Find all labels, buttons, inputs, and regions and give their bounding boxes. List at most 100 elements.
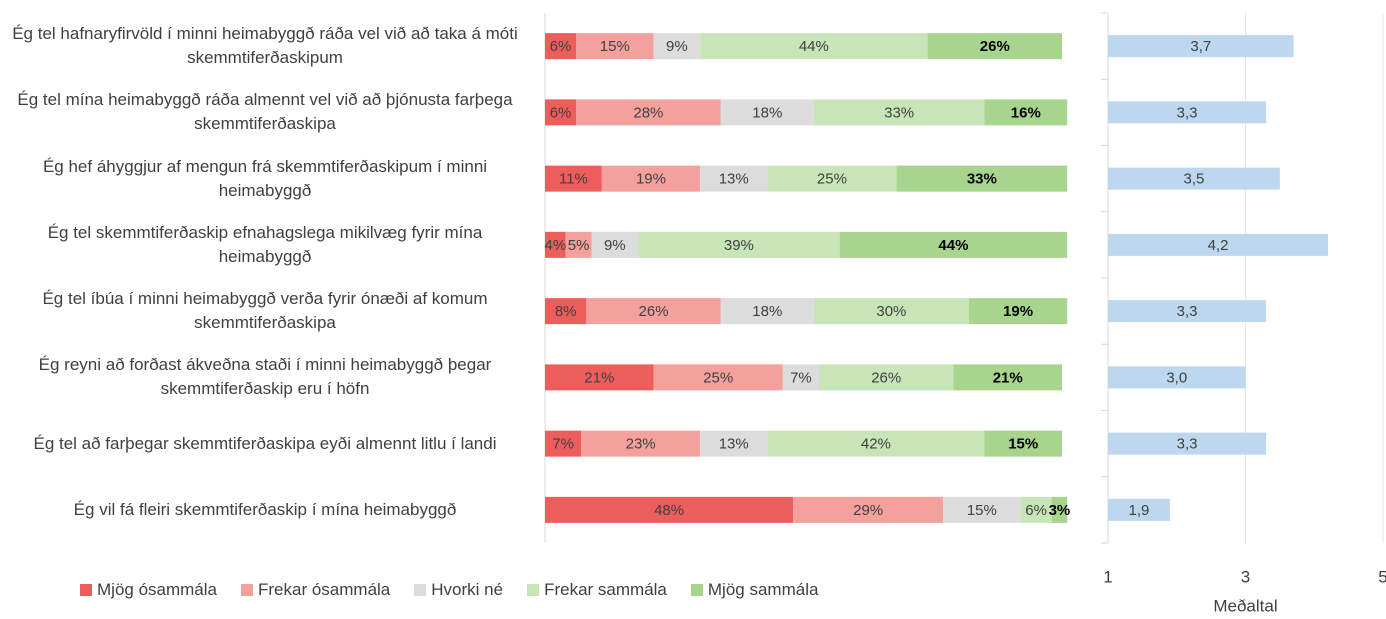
data-label: 26%: [980, 38, 1010, 55]
bar-segment: [839, 231, 1068, 258]
data-label: 6%: [550, 38, 572, 55]
bar-segment: [782, 364, 820, 391]
legend-swatch: [80, 584, 92, 596]
bar-segment: [1051, 496, 1068, 523]
data-label: 3,0: [1166, 369, 1187, 386]
bar-segment: [545, 430, 582, 457]
data-label: 16%: [1011, 104, 1041, 121]
data-label: 33%: [884, 104, 914, 121]
legend-label: Frekar ósammála: [258, 580, 391, 599]
category-label: Ég vil fá fleiri skemmtiferðaskip í mína…: [73, 499, 457, 519]
bar-segment: [984, 99, 1068, 126]
data-label: 7%: [552, 436, 574, 453]
data-label: 15%: [600, 38, 630, 55]
data-label: 13%: [719, 436, 749, 453]
data-label: 19%: [1003, 303, 1033, 320]
bar-segment: [545, 165, 602, 192]
category-label: Ég hef áhyggjur af mengun frá skemmtifer…: [42, 156, 488, 200]
data-label: 25%: [817, 171, 847, 188]
legend: Mjög ósammála Frekar ósammála Hvorki né Fre…: [80, 580, 818, 600]
data-label: 5%: [568, 237, 590, 254]
legend-label: Hvorki né: [431, 580, 504, 599]
data-label: 30%: [876, 303, 906, 320]
bar-segment: [545, 33, 577, 60]
data-label: 23%: [626, 436, 656, 453]
data-label: 11%: [559, 171, 588, 188]
bar-segment: [545, 231, 566, 258]
category-label: Ég reyni að forðast ákveðna staði í minn…: [38, 355, 492, 399]
legend-label: Mjög ósammála: [97, 580, 217, 599]
bar-segment: [968, 298, 1068, 325]
data-label: 18%: [752, 104, 782, 121]
data-label: 3,3: [1177, 104, 1198, 121]
data-label: 3,5: [1184, 171, 1205, 188]
data-label: 26%: [871, 369, 901, 386]
x-axis-title: Meðaltal: [1213, 596, 1277, 615]
bar-segment: [638, 231, 840, 258]
bar-segment: [653, 33, 701, 60]
data-label: 7%: [790, 369, 812, 386]
bar-segment: [591, 231, 639, 258]
data-label: 3,7: [1190, 38, 1211, 55]
bar: [1108, 101, 1267, 124]
data-label: 3,3: [1177, 303, 1198, 320]
bar-segment: [576, 33, 654, 60]
legend-item: Hvorki né: [414, 580, 503, 600]
data-label: 3,3: [1177, 436, 1198, 453]
legend-label: Frekar sammála: [544, 580, 667, 599]
bar-segment: [545, 298, 587, 325]
data-label: 15%: [967, 502, 997, 519]
data-label: 42%: [861, 436, 891, 453]
legend-item: Mjög ósammála: [80, 580, 217, 600]
data-label: 21%: [993, 369, 1023, 386]
bar-segment: [720, 298, 814, 325]
bar-segment: [793, 496, 944, 523]
bar: [1108, 233, 1328, 256]
bar-segment: [720, 99, 814, 126]
bar-segment: [581, 430, 701, 457]
data-label: 33%: [967, 171, 997, 188]
bar-segment: [819, 364, 954, 391]
data-label: 15%: [1008, 436, 1038, 453]
bar-segment: [586, 298, 721, 325]
data-label: 28%: [633, 104, 663, 121]
bar-segment: [545, 496, 794, 523]
data-label: 25%: [703, 369, 733, 386]
legend-swatch: [241, 584, 253, 596]
legend-swatch: [414, 584, 427, 596]
category-label: Ég tel hafnaryfirvöld í minni heimabyggð…: [12, 24, 518, 68]
legend-item: Frekar ósammála: [241, 580, 390, 600]
bar-segment: [943, 496, 1021, 523]
bar: [1108, 300, 1267, 323]
bar-segment: [953, 364, 1062, 391]
data-label: 9%: [666, 38, 688, 55]
bar: [1108, 498, 1170, 521]
x-tick-label: 1: [1103, 567, 1112, 586]
data-label: 13%: [719, 171, 749, 188]
data-label: 26%: [639, 303, 669, 320]
bar-segment: [984, 430, 1062, 457]
data-label: 4%: [544, 237, 566, 254]
x-tick-label: 5: [1378, 567, 1386, 586]
bar: [1108, 167, 1280, 190]
data-label: 21%: [584, 369, 614, 386]
bar-segment: [767, 430, 985, 457]
bar-segment: [700, 165, 768, 192]
data-label: 1,9: [1129, 502, 1150, 519]
legend-label: Mjög sammála: [707, 580, 819, 599]
bar-segment: [1020, 496, 1052, 523]
bar: [1108, 35, 1294, 58]
bar-segment: [927, 33, 1062, 60]
bar-segment: [545, 364, 654, 391]
data-label: 8%: [555, 303, 577, 320]
legend-swatch: [527, 584, 540, 596]
data-label: 39%: [724, 237, 754, 254]
data-label: 9%: [604, 237, 626, 254]
legend-item: Mjög sammála: [690, 580, 819, 600]
data-label: 6%: [550, 104, 572, 121]
data-label: 4,2: [1208, 237, 1229, 254]
data-label: 29%: [853, 502, 883, 519]
category-label: Ég tel íbúa í minni heimabyggð verða fyr…: [42, 289, 488, 333]
legend-swatch: [690, 584, 703, 596]
